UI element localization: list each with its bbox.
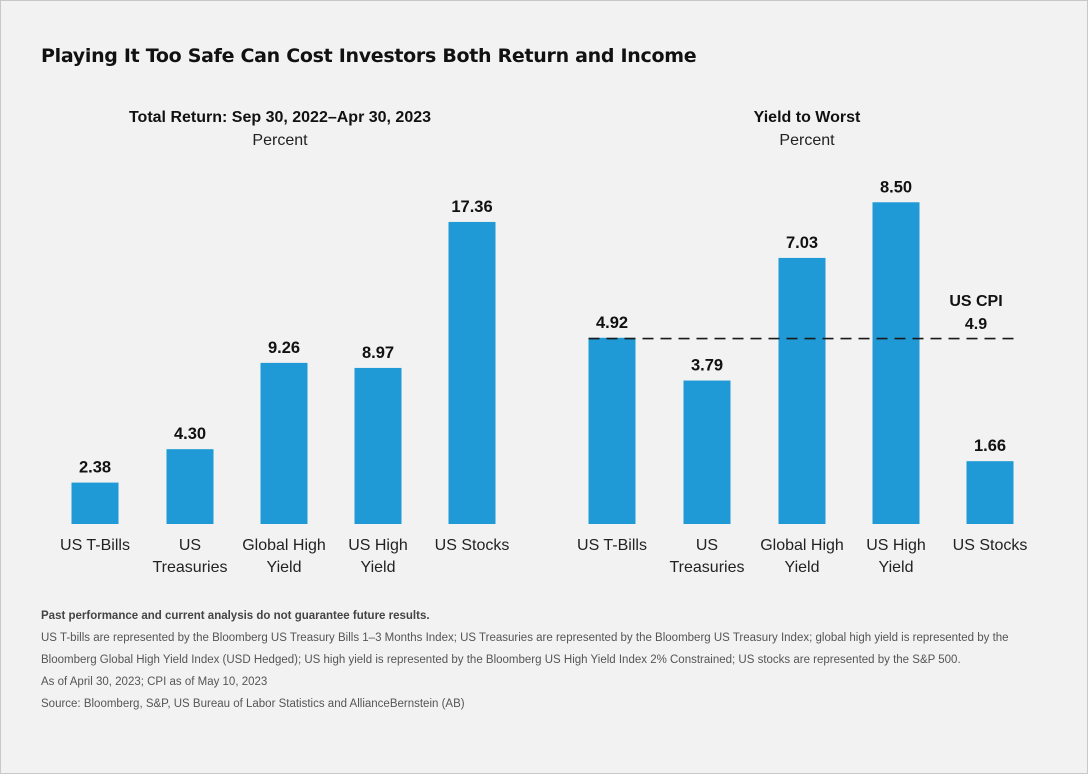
chart-2-category-label: Treasuries [670, 559, 745, 576]
chart-1-category-label: US Stocks [435, 537, 510, 554]
cpi-reference-label: US CPI [949, 293, 1002, 310]
chart-1-title: Total Return: Sep 30, 2022–Apr 30, 2023 [129, 109, 431, 126]
chart-2-bar [966, 461, 1014, 524]
chart-2-category-label: US [696, 537, 718, 554]
chart-2-bar [588, 337, 636, 524]
chart-1-category-label: Yield [361, 559, 396, 576]
source-note: Source: Bloomberg, S&P, US Bureau of Lab… [41, 698, 465, 710]
chart-1-bar [448, 221, 496, 524]
chart-2-category-label: US T-Bills [577, 537, 647, 554]
chart-2-bar [778, 257, 826, 524]
chart-1-bar [260, 362, 308, 524]
chart-1-subtitle: Percent [252, 132, 308, 149]
chart-2-category-label: US Stocks [953, 537, 1028, 554]
chart-1-data-label: 17.36 [451, 198, 492, 216]
disclaimer-note: Past performance and current analysis do… [41, 610, 430, 622]
chart-1-data-label: 4.30 [174, 425, 206, 443]
chart-2-data-label: 3.79 [691, 357, 723, 375]
chart-2-data-label: 1.66 [974, 437, 1006, 455]
chart-2-data-label: 7.03 [786, 234, 818, 252]
index-note-line-1: US T-bills are represented by the Bloomb… [41, 632, 1009, 644]
chart-1-category-label: US [179, 537, 201, 554]
chart-1-bar [354, 367, 402, 524]
chart-1-category-label: Treasuries [153, 559, 228, 576]
chart-1-bar [71, 482, 119, 524]
chart-1-data-label: 8.97 [362, 344, 394, 362]
chart-2-category-label: Yield [785, 559, 820, 576]
index-note-line-2: Bloomberg Global High Yield Index (USD H… [41, 654, 961, 666]
chart-2-data-label: 8.50 [880, 178, 912, 196]
chart-2-title: Yield to Worst [754, 109, 861, 126]
chart-2-category-label: US High [866, 537, 926, 554]
footnotes: Past performance and current analysis do… [41, 605, 1051, 715]
chart-2-category-label: Global High [760, 537, 844, 554]
chart-2-bar [872, 202, 920, 524]
chart-2-category-label: Yield [879, 559, 914, 576]
chart-1-data-label: 2.38 [79, 459, 111, 477]
chart-1-data-label: 9.26 [268, 339, 300, 357]
chart-2-subtitle: Percent [779, 132, 835, 149]
page-title: Playing It Too Safe Can Cost Investors B… [41, 45, 697, 67]
as-of-note: As of April 30, 2023; CPI as of May 10, … [41, 676, 268, 688]
chart-2-data-label: 4.92 [596, 314, 628, 332]
chart-1-category-label: Yield [267, 559, 302, 576]
chart-1-category-label: Global High [242, 537, 326, 554]
chart-1-bar [166, 449, 214, 524]
chart-1-category-label: US T-Bills [60, 537, 130, 554]
chart-2-bar [683, 380, 731, 524]
bar-charts: Total Return: Sep 30, 2022–Apr 30, 2023 P… [60, 109, 1028, 576]
chart-1-category-label: US High [348, 537, 408, 554]
cpi-reference-value: 4.9 [965, 316, 987, 333]
